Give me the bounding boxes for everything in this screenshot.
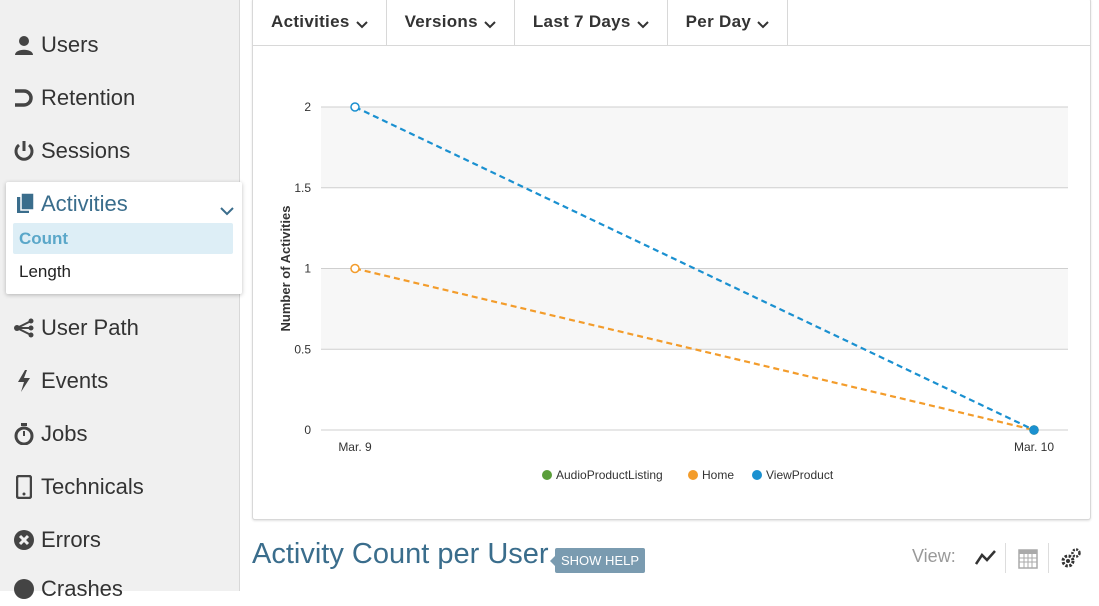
submenu-item-length[interactable]: Length — [19, 262, 71, 281]
crash-icon — [12, 577, 36, 601]
settings-gears-icon[interactable] — [1057, 545, 1083, 571]
sidebar-item-errors[interactable]: Errors — [12, 523, 101, 557]
sidebar-item-label: Technicals — [41, 474, 144, 499]
filter-label: Activities — [271, 12, 350, 31]
lightning-icon — [12, 369, 36, 393]
chevron-down-icon — [355, 14, 368, 34]
chart-panel: Activities Versions Last 7 Days Per Day … — [252, 0, 1091, 520]
legend-marker — [752, 470, 762, 480]
y-tick-label: 1.5 — [294, 181, 311, 195]
chevron-down-icon[interactable] — [220, 196, 234, 222]
sidebar-item-label: Jobs — [41, 421, 88, 446]
sidebar-item-events[interactable]: Events — [12, 364, 108, 398]
power-icon — [12, 139, 36, 163]
activities-filter[interactable]: Activities — [253, 0, 387, 45]
stopwatch-icon — [12, 422, 36, 446]
sidebar-item-label: Errors — [41, 527, 101, 552]
phone-icon — [12, 475, 36, 499]
error-icon — [12, 528, 36, 552]
legend-label: AudioProductListing — [556, 468, 663, 482]
chevron-down-icon — [636, 14, 649, 34]
data-point — [350, 263, 360, 274]
sidebar-item-sessions[interactable]: Sessions — [12, 134, 130, 168]
sidebar-item-label: Activities — [41, 191, 128, 216]
sidebar-item-jobs[interactable]: Jobs — [12, 417, 87, 451]
legend-label: ViewProduct — [766, 468, 834, 482]
sidebar-item-crashes[interactable]: Crashes — [12, 572, 123, 606]
divider — [1048, 543, 1049, 573]
sidebar-item-label: Users — [41, 32, 99, 57]
section-title: Activity Count per User — [252, 538, 549, 570]
filter-label: Last 7 Days — [532, 12, 631, 31]
filter-label: Per Day — [685, 12, 752, 31]
user-icon — [12, 33, 36, 57]
x-tick-label: Mar. 10 — [1014, 440, 1054, 454]
divider — [253, 45, 1090, 46]
plot-band — [321, 107, 1068, 188]
documents-icon — [14, 192, 38, 216]
filter-bar: Activities Versions Last 7 Days Per Day — [253, 0, 789, 45]
path-icon — [12, 316, 36, 340]
x-tick-label: Mar. 9 — [338, 440, 372, 454]
y-tick-label: 1 — [304, 262, 311, 276]
data-point — [1029, 425, 1039, 435]
legend-marker — [688, 470, 698, 480]
sidebar-item-user-path[interactable]: User Path — [12, 311, 139, 345]
line-chart-view-icon[interactable] — [973, 545, 999, 571]
sidebar-item-activities[interactable]: Activities — [6, 187, 242, 221]
date-range-filter[interactable]: Last 7 Days — [515, 0, 668, 45]
sidebar-item-label: User Path — [41, 315, 139, 340]
show-help-button[interactable]: SHOW HELP — [549, 548, 646, 573]
chevron-down-icon — [757, 14, 769, 34]
chevron-down-icon — [484, 14, 496, 34]
y-tick-label: 2 — [304, 100, 311, 114]
activities-submenu: Activities Count Length — [6, 182, 242, 294]
y-axis-label: Number of Activities — [278, 206, 293, 332]
y-tick-label: 0 — [304, 423, 311, 437]
line-chart: 0 0.5 1 1.5 2 Number of Activities Mar. 9 Mar. … — [278, 100, 1068, 482]
legend-marker — [542, 470, 552, 480]
versions-filter[interactable]: Versions — [387, 0, 515, 45]
y-tick-label: 0.5 — [294, 342, 311, 356]
view-label: View: — [912, 546, 956, 566]
sidebar: Users Retention Sessions User Path Event… — [0, 0, 242, 601]
retention-icon — [12, 86, 36, 110]
sidebar-item-label: Sessions — [41, 138, 131, 163]
sidebar-item-users[interactable]: Users — [12, 28, 98, 62]
sidebar-item-label: Events — [41, 368, 109, 393]
submenu-item-count[interactable]: Count — [13, 223, 233, 254]
sidebar-item-retention[interactable]: Retention — [12, 81, 135, 115]
calendar-view-icon[interactable] — [1015, 545, 1041, 571]
sidebar-item-label: Crashes — [41, 576, 123, 601]
sidebar-item-technicals[interactable]: Technicals — [12, 470, 144, 504]
legend-label: Home — [702, 468, 734, 482]
data-point — [350, 102, 360, 112]
interval-filter[interactable]: Per Day — [668, 0, 789, 45]
sidebar-item-label: Retention — [41, 85, 136, 110]
plot-band — [321, 268, 1068, 350]
series-line — [354, 267, 1035, 432]
series-line — [354, 106, 1035, 431]
divider — [1005, 543, 1006, 573]
filter-label: Versions — [404, 12, 478, 31]
